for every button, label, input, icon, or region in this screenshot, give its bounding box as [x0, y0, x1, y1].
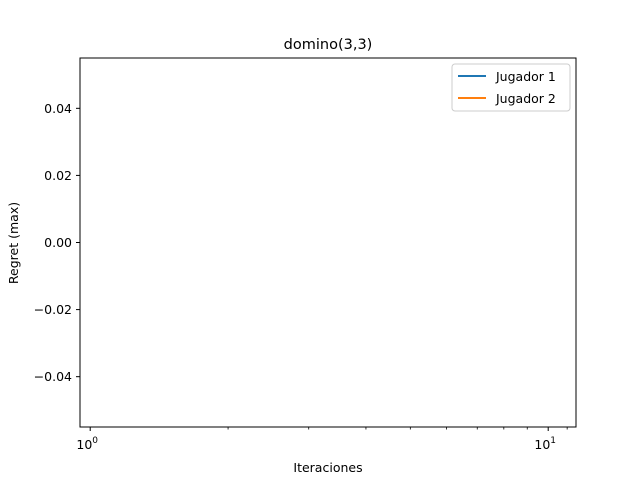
y-tick-label: −0.02: [34, 302, 72, 317]
x-tick-label: 100: [76, 436, 98, 452]
legend: Jugador 1 Jugador 2: [451, 63, 571, 112]
x-axis-label: Iteraciones: [293, 460, 362, 475]
y-tick-label: 0.04: [44, 101, 72, 116]
y-axis-label: Regret (max): [6, 202, 21, 284]
legend-label-jugador-2: Jugador 2: [495, 91, 556, 106]
x-axis: 100 101: [76, 427, 568, 452]
y-tick-label: −0.04: [34, 369, 72, 384]
axes-frame: [79, 57, 577, 428]
chart-title: domino(3,3): [284, 37, 373, 53]
legend-label-jugador-1: Jugador 1: [495, 69, 556, 84]
y-tick-label: 0.00: [44, 235, 72, 250]
y-axis: 0.04 0.02 0.00 −0.02 −0.04: [34, 101, 80, 384]
plot-area: [79, 57, 577, 428]
y-tick-label: 0.02: [44, 168, 72, 183]
x-tick-label: 101: [534, 436, 556, 452]
